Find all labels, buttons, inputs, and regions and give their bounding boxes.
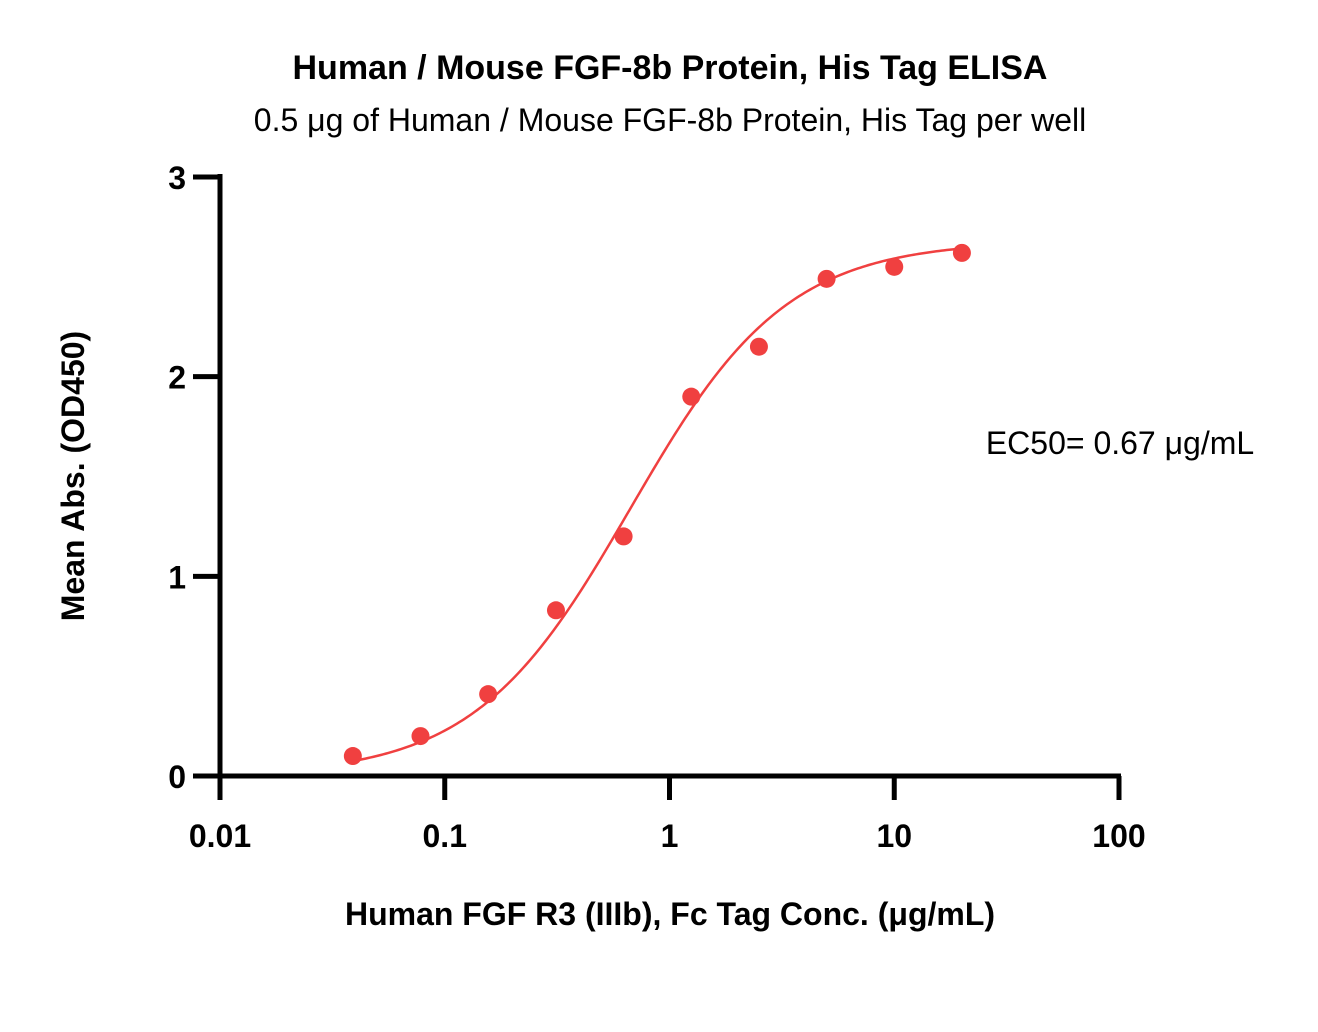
chart-subtitle: 0.5 μg of Human / Mouse FGF-8b Protein, … <box>254 102 1086 138</box>
y-tick-label: 1 <box>168 559 186 595</box>
data-point <box>885 257 904 276</box>
x-tick-label: 0.1 <box>423 818 467 854</box>
data-points <box>343 243 971 766</box>
data-point <box>817 269 836 288</box>
data-point <box>546 601 565 620</box>
y-tick-label: 0 <box>168 759 186 795</box>
x-tick-label: 0.01 <box>189 818 251 854</box>
data-point <box>479 685 498 704</box>
data-point <box>682 387 701 406</box>
x-ticks: 0.01 0.1 1 10 100 <box>189 776 1146 854</box>
data-point <box>343 747 362 766</box>
y-axis-label: Mean Abs. (OD450) <box>55 331 91 621</box>
y-tick-label: 3 <box>168 160 186 196</box>
y-ticks: 0 1 2 3 <box>168 160 220 795</box>
x-tick-label: 1 <box>661 818 679 854</box>
chart-title: Human / Mouse FGF-8b Protein, His Tag EL… <box>293 49 1048 87</box>
data-point <box>411 727 430 746</box>
x-axis-label: Human FGF R3 (IIIb), Fc Tag Conc. (μg/mL… <box>345 896 995 932</box>
x-tick-label: 10 <box>876 818 912 854</box>
x-tick-label: 100 <box>1092 818 1145 854</box>
axes <box>217 174 1121 779</box>
ec50-annotation: EC50= 0.67 μg/mL <box>986 425 1254 461</box>
data-point <box>952 243 971 262</box>
fit-curve <box>352 247 963 763</box>
data-point <box>614 527 633 546</box>
data-point <box>749 337 768 356</box>
y-tick-label: 2 <box>168 360 186 396</box>
